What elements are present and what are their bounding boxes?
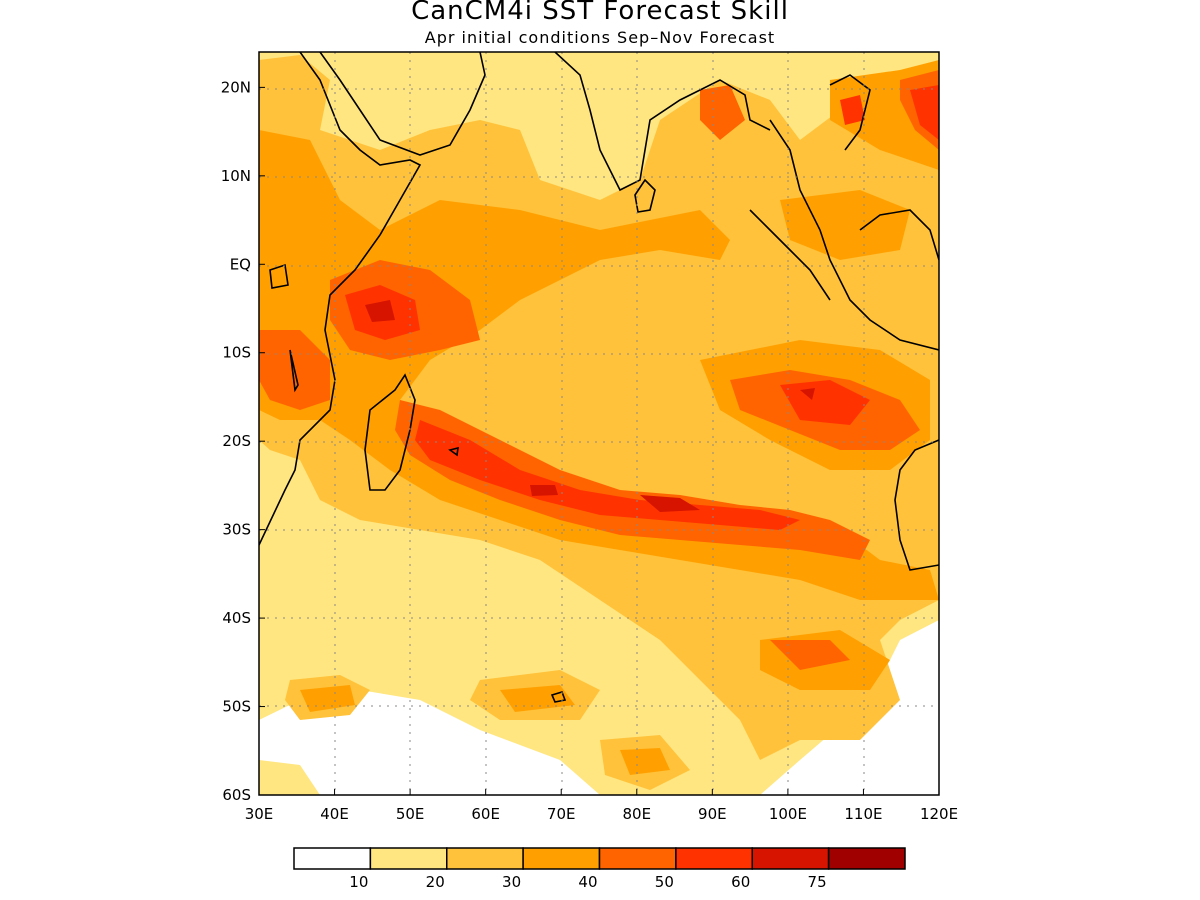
lon-tick-label: 30E: [245, 805, 274, 823]
colorbar: 10 20 30 40 50 60 75: [293, 847, 906, 891]
lon-tick-label: 120E: [920, 805, 958, 823]
colorbar-swatch: [369, 847, 448, 870]
colorbar-swatch: [675, 847, 753, 870]
chart-subtitle: Apr initial conditions Sep–Nov Forecast: [424, 28, 776, 47]
lon-tick-label: 110E: [844, 805, 882, 823]
coastlines: [259, 52, 939, 703]
lon-tick-label: 80E: [622, 805, 651, 823]
lon-tick-label: 60E: [471, 805, 500, 823]
colorbar-label: 60: [731, 873, 750, 891]
lat-tick-label: 60S: [222, 786, 251, 804]
colorbar-label: 30: [502, 873, 521, 891]
colorbar-label: 20: [426, 873, 445, 891]
colorbar-label: 40: [578, 873, 597, 891]
colorbar-label: 10: [349, 873, 368, 891]
skill-contours: [259, 52, 939, 795]
colorbar-swatch: [598, 847, 677, 870]
map-frame: [258, 51, 940, 796]
lon-tick-label: 100E: [769, 805, 807, 823]
lon-tick-label: 50E: [396, 805, 425, 823]
colorbar-label: 50: [655, 873, 674, 891]
colorbar-swatch: [446, 847, 524, 870]
lat-tick-label: 10N: [221, 167, 251, 185]
chart-title: CanCM4i SST Forecast Skill: [411, 0, 789, 26]
lon-tick-label: 40E: [320, 805, 349, 823]
lat-tick-label: 10S: [222, 344, 251, 362]
colorbar-swatch: [827, 847, 906, 870]
colorbar-label: 75: [808, 873, 827, 891]
lon-axis: 30E 40E 50E 60E 70E 80E 90E 100E 110E 120E: [245, 789, 958, 823]
lat-tick-label: EQ: [230, 255, 251, 273]
lon-tick-label: 90E: [698, 805, 727, 823]
colorbar-swatch: [751, 847, 830, 870]
lat-tick-label: 20N: [221, 78, 251, 96]
contour-level-60-75: [365, 300, 815, 512]
lat-tick-label: 40S: [222, 609, 251, 627]
colorbar-swatch: [293, 847, 372, 870]
colorbar-swatch: [522, 847, 601, 870]
lat-tick-label: 20S: [222, 432, 251, 450]
map-grid: [259, 52, 939, 795]
lon-tick-label: 70E: [547, 805, 576, 823]
lat-axis: 20N 10N EQ 10S 20S 30S 40S 50S 60S: [221, 78, 265, 804]
lat-tick-label: 30S: [222, 521, 251, 539]
lat-tick-label: 50S: [222, 698, 251, 716]
